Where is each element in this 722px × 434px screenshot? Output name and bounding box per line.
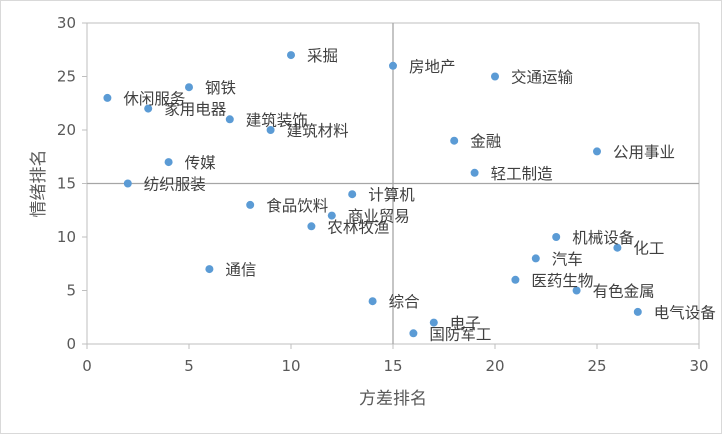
data-label: 国防军工: [429, 325, 491, 343]
x-axis-title: 方差排名: [359, 389, 427, 409]
data-label: 建筑装饰: [246, 111, 308, 129]
data-point: [246, 200, 255, 209]
data-point: [429, 318, 438, 327]
data-label: 汽车: [552, 250, 583, 268]
data-point: [470, 168, 479, 177]
data-point: [409, 329, 418, 338]
data-point: [613, 243, 622, 252]
y-tick-label: 0: [66, 335, 76, 353]
data-label: 房地产: [409, 58, 456, 76]
data-point: [633, 307, 642, 316]
axis-layer: 0 5 10 15 20 25 30 0 5 10 15 20 25 30: [57, 14, 709, 375]
x-tick-label: 5: [184, 357, 194, 375]
data-point: [511, 275, 520, 284]
y-tick-label: 5: [66, 282, 76, 300]
data-point: [307, 222, 316, 231]
data-points: [103, 51, 642, 338]
data-point: [327, 211, 336, 220]
y-tick-label: 25: [57, 68, 76, 86]
data-point: [348, 190, 357, 199]
data-point: [287, 51, 295, 60]
data-label: 钢铁: [205, 79, 236, 97]
data-point: [572, 286, 581, 295]
data-label: 采掘: [307, 47, 338, 65]
data-label: 传媒: [185, 154, 217, 172]
data-label: 有色金属: [593, 283, 655, 301]
data-point: [368, 297, 377, 306]
data-label: 化工: [633, 240, 664, 258]
data-point: [531, 254, 540, 263]
data-label: 通信: [225, 261, 256, 279]
y-axis-title: 情绪排名: [29, 150, 49, 218]
data-point: [552, 233, 561, 241]
reference-lines: [87, 23, 699, 344]
x-tick-label: 30: [689, 357, 708, 375]
y-tick-label: 10: [57, 228, 76, 246]
data-label: 电气设备: [654, 304, 717, 322]
data-label: 农林牧渔: [327, 218, 389, 236]
data-point: [491, 72, 499, 81]
data-point: [389, 61, 397, 70]
data-point: [450, 136, 459, 145]
data-label: 食品饮料: [266, 197, 328, 215]
y-tick-label: 30: [57, 14, 76, 32]
data-label: 机械设备: [572, 229, 635, 247]
data-label: 综合: [389, 293, 421, 311]
data-label: 纺织服装: [144, 176, 206, 194]
data-point: [593, 147, 601, 156]
data-point: [225, 115, 234, 124]
data-point: [103, 93, 112, 102]
y-tick-label: 20: [57, 121, 76, 139]
data-label: 交通运输: [511, 69, 574, 87]
data-point: [144, 104, 153, 113]
data-label: 公用事业: [613, 143, 675, 161]
data-label: 家用电器: [164, 101, 227, 119]
data-label: 电子: [450, 315, 481, 333]
data-label: 商业贸易: [348, 208, 410, 226]
x-tick-label: 0: [82, 357, 92, 375]
x-tick-label: 25: [587, 357, 606, 375]
data-label: 建筑材料: [287, 122, 349, 140]
data-point: [164, 158, 173, 167]
data-point: [266, 126, 275, 134]
data-label: 医药生物: [531, 272, 593, 290]
data-label: 金融: [470, 133, 501, 151]
x-tick-label: 15: [383, 357, 402, 375]
x-tick-label: 10: [281, 357, 300, 375]
y-tick-label: 15: [57, 175, 76, 193]
data-label: 轻工制造: [491, 165, 554, 183]
x-tick-label: 20: [485, 357, 504, 375]
data-point: [123, 179, 132, 188]
data-label: 休闲服务: [123, 90, 185, 108]
data-label: 计算机: [368, 185, 415, 204]
data-point: [185, 83, 193, 92]
data-point: [205, 265, 214, 274]
